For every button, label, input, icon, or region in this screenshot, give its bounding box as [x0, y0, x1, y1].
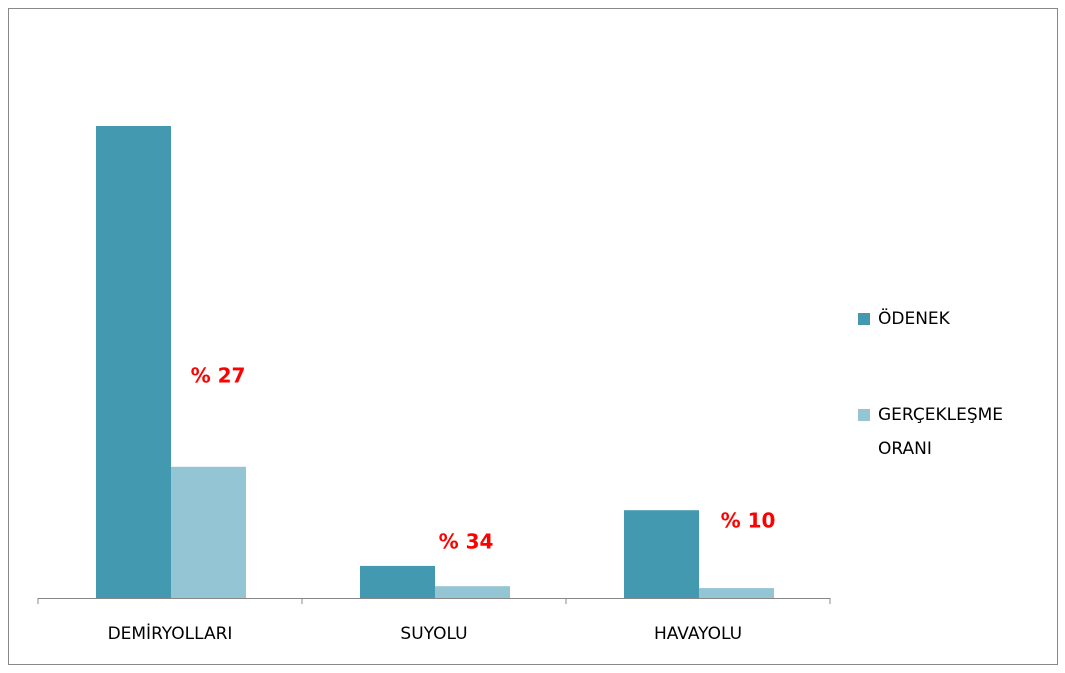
- legend-swatch: [858, 313, 870, 325]
- annotation: % 10: [721, 509, 776, 533]
- bar: [699, 588, 774, 598]
- bar: [624, 510, 699, 598]
- bar: [96, 126, 171, 598]
- legend-label: GERÇEKLEŞME ORANI: [878, 405, 1004, 459]
- x-tick-label: DEMİRYOLLARI: [108, 623, 233, 644]
- bar: [360, 565, 435, 598]
- border: [8, 8, 1058, 665]
- legend-label: ÖDENEK: [878, 309, 950, 329]
- legend-swatch: [858, 409, 870, 421]
- legend-item: GERÇEKLEŞME ORANI: [858, 398, 1038, 466]
- x-tick-label: HAVAYOLU: [654, 624, 742, 644]
- annotation: % 34: [439, 530, 494, 554]
- bar: [171, 466, 246, 598]
- bar: [435, 586, 510, 598]
- legend-item: ÖDENEK: [858, 302, 1038, 336]
- x-tick-label: SUYOLU: [400, 624, 467, 644]
- annotation: % 27: [191, 364, 246, 388]
